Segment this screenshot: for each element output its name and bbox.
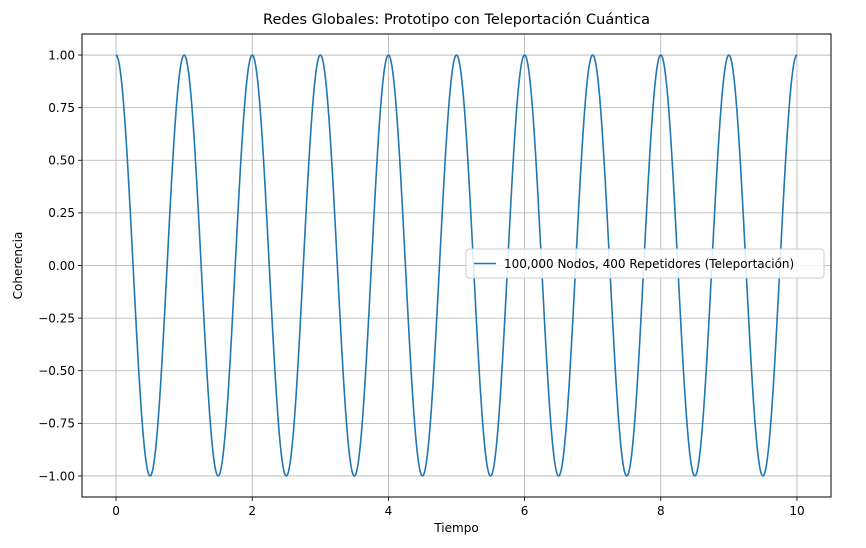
y-axis: −1.00 −0.75 −0.50 −0.25 0.00 0.25 0.50 0.75 1.00 bbox=[38, 48, 82, 483]
y-axis-label: Coherencia bbox=[11, 232, 25, 300]
y-tick-label: −0.25 bbox=[38, 311, 75, 325]
y-tick-label: −1.00 bbox=[38, 469, 75, 483]
x-tick-label: 10 bbox=[789, 504, 804, 518]
x-axis: 0 2 4 6 8 10 bbox=[112, 497, 805, 518]
y-tick-label: −0.50 bbox=[38, 364, 75, 378]
y-tick-label: 0.75 bbox=[48, 101, 75, 115]
x-tick-label: 6 bbox=[521, 504, 529, 518]
series-layer bbox=[115, 54, 798, 477]
y-tick-label: 0.50 bbox=[48, 154, 75, 168]
y-tick-label: 0.00 bbox=[48, 259, 75, 273]
x-tick-label: 4 bbox=[385, 504, 393, 518]
y-tick-label: 0.25 bbox=[48, 206, 75, 220]
x-tick-label: 2 bbox=[248, 504, 256, 518]
legend: 100,000 Nodos, 400 Repetidores (Teleport… bbox=[465, 248, 825, 279]
legend-box bbox=[465, 248, 825, 279]
x-tick-label: 0 bbox=[112, 504, 120, 518]
chart-title: Redes Globales: Prototipo con Teleportac… bbox=[263, 12, 650, 28]
x-axis-label: Tiempo bbox=[433, 521, 478, 535]
y-tick-label: 1.00 bbox=[48, 48, 75, 62]
y-tick-label: −0.75 bbox=[38, 417, 75, 431]
x-tick-label: 8 bbox=[657, 504, 665, 518]
legend-entry: 100,000 Nodos, 400 Repetidores (Teleport… bbox=[504, 257, 794, 271]
series-line bbox=[115, 54, 798, 477]
